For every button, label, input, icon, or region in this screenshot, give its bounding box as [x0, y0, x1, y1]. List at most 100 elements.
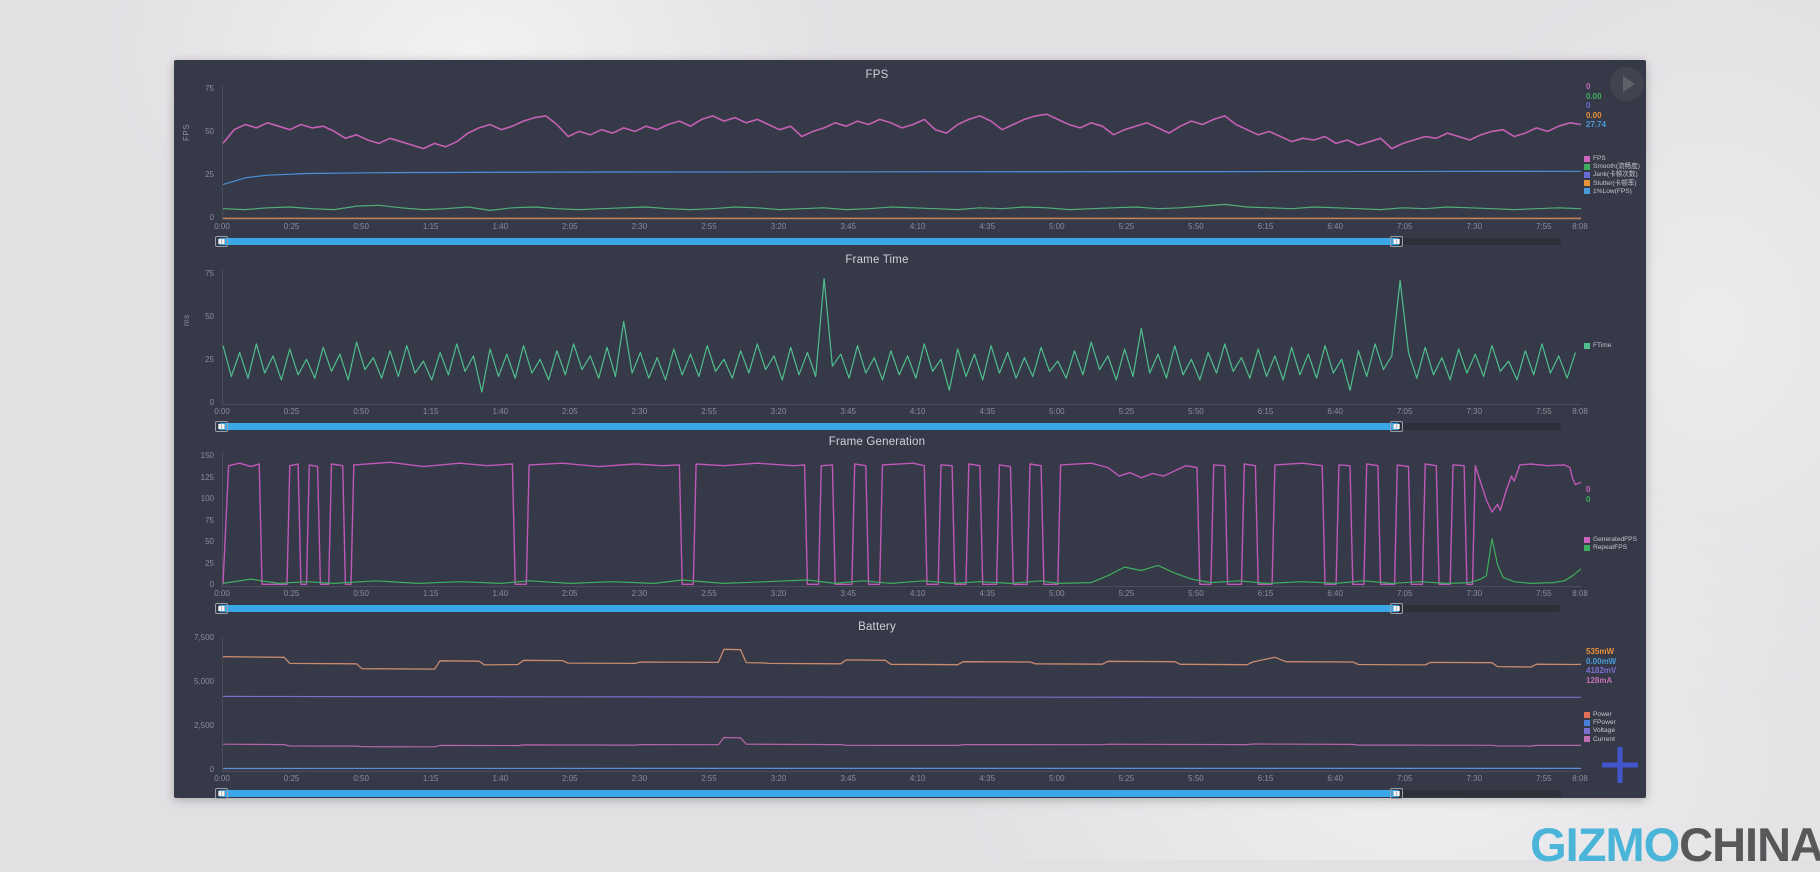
watermark-gizmo: GIZMO — [1530, 818, 1679, 871]
legend-item[interactable]: FPS — [1584, 155, 1640, 162]
x-tick-label: 5:25 — [1119, 407, 1135, 416]
legend-item[interactable]: FTime — [1584, 342, 1611, 349]
x-tick-label: 6:15 — [1258, 407, 1274, 416]
legend-label: FPS — [1593, 155, 1606, 162]
y-tick-label: 25 — [174, 355, 214, 365]
y-tick-label: 50 — [174, 312, 214, 322]
y-tick-label: 2,500 — [174, 721, 214, 731]
legend-item[interactable]: RepeatFPS — [1584, 544, 1637, 551]
y-tick-label: 150 — [174, 451, 214, 461]
y-tick-label: 75 — [174, 84, 214, 94]
legend-item[interactable]: FPower — [1584, 719, 1616, 726]
x-tick-label: 1:15 — [423, 774, 439, 783]
frame-generation-plot-area[interactable] — [222, 452, 1581, 587]
stat-value: 4182mV — [1586, 666, 1616, 676]
x-tick-label: 2:05 — [562, 774, 578, 783]
legend-item[interactable]: 1%Low(FPS) — [1584, 188, 1640, 195]
x-tick-label: 0:25 — [284, 774, 300, 783]
x-tick-label: 5:50 — [1188, 589, 1204, 598]
legend-item[interactable]: Smooth(流畅度) — [1584, 163, 1640, 170]
scrollbar-right-handle[interactable] — [1390, 788, 1403, 799]
x-tick-label: 1:40 — [492, 407, 508, 416]
legend-label: Jank(卡顿次数) — [1593, 171, 1638, 178]
y-tick-label: 5,000 — [174, 677, 214, 687]
legend-item[interactable]: Current — [1584, 736, 1616, 743]
scrollbar-left-handle[interactable] — [215, 788, 228, 799]
x-tick-label: 2:05 — [562, 222, 578, 231]
legend-item[interactable]: Jank(卡顿次数) — [1584, 171, 1640, 178]
legend-color-swatch — [1584, 720, 1590, 726]
scrollbar-right-handle[interactable] — [1390, 603, 1403, 614]
x-tick-label: 2:55 — [701, 407, 717, 416]
x-tick-label: 4:35 — [979, 407, 995, 416]
x-tick-label: 3:20 — [771, 222, 787, 231]
stat-value: 0 — [1586, 495, 1590, 505]
legend-color-swatch — [1584, 180, 1590, 186]
x-tick-label: 7:05 — [1397, 407, 1413, 416]
y-tick-label: 125 — [174, 473, 214, 483]
x-tick-label: 3:20 — [771, 407, 787, 416]
legend-color-swatch — [1584, 712, 1590, 718]
FTime-line — [223, 279, 1575, 392]
scrollbar-left-handle[interactable] — [215, 603, 228, 614]
x-tick-label: 0:00 — [214, 407, 230, 416]
x-tick-label: 1:15 — [423, 222, 439, 231]
x-tick-label: 2:05 — [562, 589, 578, 598]
legend-label: GeneratedFPS — [1593, 536, 1637, 543]
x-tick-label: 7:30 — [1466, 222, 1482, 231]
y-tick-label: 75 — [174, 269, 214, 279]
battery-plot-area[interactable] — [222, 637, 1581, 772]
legend-label: Stutter(卡顿率) — [1593, 180, 1637, 187]
scrollbar-right-handle[interactable] — [1390, 236, 1403, 247]
time-scrollbar[interactable] — [218, 423, 1561, 430]
scrollbar-left-handle[interactable] — [215, 421, 228, 432]
y-tick-label: 50 — [174, 537, 214, 547]
x-tick-label: 6:15 — [1258, 222, 1274, 231]
x-tick-label: 7:55 — [1536, 774, 1552, 783]
time-scrollbar[interactable] — [218, 790, 1561, 797]
scrollbar-left-handle[interactable] — [215, 236, 228, 247]
stat-value: 0 — [1586, 485, 1590, 495]
frame-time-plot-area[interactable] — [222, 270, 1581, 405]
x-tick-label: 5:50 — [1188, 774, 1204, 783]
x-tick-label: 3:45 — [840, 589, 856, 598]
fps-plot-area[interactable] — [222, 85, 1581, 220]
time-scrollbar[interactable] — [218, 238, 1561, 245]
x-tick-label: 4:10 — [910, 774, 926, 783]
x-tick-label: 7:55 — [1536, 222, 1552, 231]
legend-label: 1%Low(FPS) — [1593, 188, 1632, 195]
x-tick-label: 0:00 — [214, 589, 230, 598]
legend-label: Current — [1593, 736, 1615, 743]
add-chart-button[interactable] — [1598, 743, 1642, 787]
legend-item[interactable]: Voltage — [1584, 727, 1616, 734]
x-tick-label: 4:10 — [910, 222, 926, 231]
x-tick-label: 0:00 — [214, 222, 230, 231]
legend-color-swatch — [1584, 343, 1590, 349]
gizmochina-watermark: GIZMOCHINA — [1530, 817, 1820, 872]
x-tick-label: 5:50 — [1188, 407, 1204, 416]
x-tick-label: 3:45 — [840, 222, 856, 231]
x-tick-label: 4:10 — [910, 589, 926, 598]
legend-label: Power — [1593, 711, 1612, 718]
chart-title: Frame Time — [174, 254, 1580, 266]
x-tick-label: 1:15 — [423, 589, 439, 598]
legend-item[interactable]: Power — [1584, 711, 1616, 718]
legend-item[interactable]: GeneratedFPS — [1584, 536, 1637, 543]
stat-value: 128mA — [1586, 676, 1616, 686]
stat-value: 0 — [1586, 101, 1606, 111]
time-scrollbar[interactable] — [218, 605, 1561, 612]
x-tick-label: 4:35 — [979, 589, 995, 598]
legend-item[interactable]: Stutter(卡顿率) — [1584, 180, 1640, 187]
scrollbar-right-handle[interactable] — [1390, 421, 1403, 432]
stat-value: 0.00mW — [1586, 657, 1616, 667]
